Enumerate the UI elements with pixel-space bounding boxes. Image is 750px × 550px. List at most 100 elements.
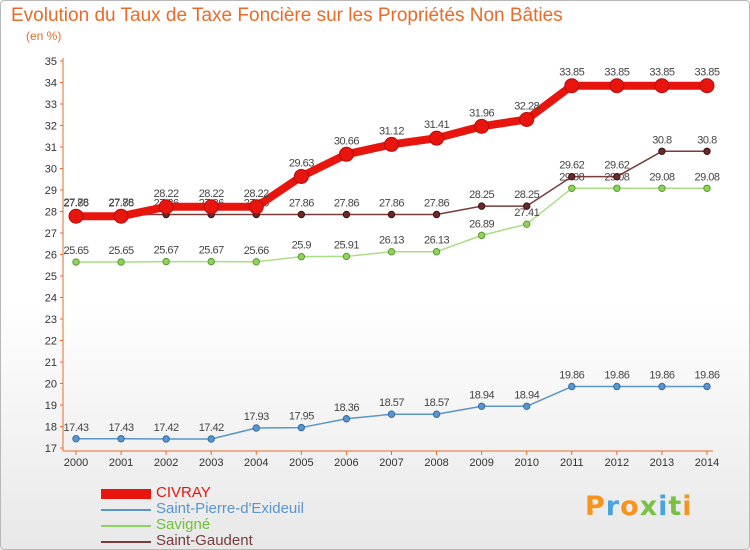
data-label: 27.78 bbox=[109, 197, 134, 209]
data-label: 18.57 bbox=[424, 397, 449, 409]
data-label: 17.42 bbox=[154, 422, 179, 434]
data-point bbox=[252, 424, 260, 432]
x-tick-label: 2010 bbox=[514, 457, 538, 469]
y-tick-label: 18 bbox=[45, 422, 57, 434]
y-tick-label: 17 bbox=[45, 443, 57, 455]
data-label: 27.86 bbox=[289, 198, 314, 210]
y-tick-label: 27 bbox=[45, 228, 57, 240]
data-label: 25.65 bbox=[63, 245, 88, 257]
data-label: 28.25 bbox=[469, 189, 494, 201]
data-point bbox=[568, 172, 576, 181]
data-label: 27.86 bbox=[379, 198, 404, 210]
data-point bbox=[293, 168, 309, 184]
data-point bbox=[252, 258, 260, 266]
data-point bbox=[387, 410, 396, 418]
x-tick-label: 2006 bbox=[334, 457, 358, 469]
data-point bbox=[477, 231, 486, 240]
legend-swatch bbox=[101, 525, 151, 527]
x-tick-label: 2000 bbox=[64, 457, 88, 469]
data-point bbox=[699, 78, 715, 94]
data-point bbox=[658, 382, 666, 391]
y-tick-label: 21 bbox=[45, 357, 57, 369]
y-tick-label: 34 bbox=[45, 78, 57, 90]
data-label: 31.41 bbox=[424, 119, 449, 131]
data-label: 30.8 bbox=[697, 134, 717, 146]
series-saint-pierre-d-exideuil: 17.43 17.43 17.42 17.42 17.93 17.95 18.36 18.57… bbox=[63, 370, 720, 443]
data-point bbox=[297, 252, 306, 261]
data-label: 17.95 bbox=[289, 411, 314, 423]
y-tick-label: 28 bbox=[45, 207, 57, 219]
x-tick-label: 2002 bbox=[154, 457, 178, 469]
data-label: 25.67 bbox=[154, 245, 179, 257]
data-label: 17.43 bbox=[109, 422, 134, 434]
y-tick-label: 32 bbox=[45, 121, 57, 133]
legend-label: Saint-Pierre-d'Exideuil bbox=[156, 500, 304, 517]
data-label: 27.86 bbox=[109, 198, 134, 210]
data-label: 29.08 bbox=[694, 171, 719, 183]
x-tick-label: 2013 bbox=[650, 457, 674, 469]
data-point bbox=[523, 402, 531, 410]
data-point bbox=[474, 118, 490, 134]
data-label: 32.28 bbox=[514, 100, 539, 112]
data-point bbox=[703, 382, 711, 391]
y-tick-label: 24 bbox=[45, 293, 57, 305]
data-point bbox=[68, 208, 84, 224]
data-label: 31.12 bbox=[379, 125, 404, 137]
data-point bbox=[72, 435, 80, 443]
x-tick-label: 2004 bbox=[244, 457, 268, 469]
y-tick-label: 26 bbox=[45, 250, 57, 262]
logo-letter: i bbox=[658, 491, 669, 522]
data-label: 29.62 bbox=[559, 160, 584, 172]
data-label: 18.57 bbox=[379, 397, 404, 409]
logo-letter: r bbox=[605, 491, 621, 522]
logo-letter: P bbox=[585, 491, 606, 522]
y-tick-label: 22 bbox=[45, 336, 57, 348]
data-label: 25.9 bbox=[292, 240, 312, 252]
data-label: 29.62 bbox=[604, 160, 629, 172]
data-point bbox=[158, 199, 174, 215]
data-point bbox=[342, 415, 351, 423]
data-label: 25.91 bbox=[334, 239, 359, 251]
data-label: 28.22 bbox=[154, 188, 179, 200]
legend-swatch bbox=[101, 509, 151, 511]
data-label: 17.93 bbox=[244, 411, 269, 423]
y-tick-label: 25 bbox=[45, 271, 57, 283]
series-savign-: 25.65 25.65 25.67 25.67 25.66 25.9 25.91 26.13 2… bbox=[63, 171, 720, 266]
y-tick-label: 29 bbox=[45, 185, 57, 197]
data-label: 27.41 bbox=[514, 207, 539, 219]
x-tick-label: 2012 bbox=[605, 457, 629, 469]
y-tick-label: 33 bbox=[45, 99, 57, 111]
y-tick-label: 35 bbox=[45, 56, 57, 68]
data-label: 17.43 bbox=[63, 422, 88, 434]
logo-letter: i bbox=[682, 491, 693, 522]
data-point bbox=[384, 136, 399, 152]
data-point bbox=[72, 258, 80, 266]
data-label: 19.86 bbox=[604, 370, 629, 382]
data-label: 28.22 bbox=[199, 188, 224, 200]
data-point bbox=[117, 258, 125, 266]
x-tick-label: 2009 bbox=[469, 457, 493, 469]
y-tick-label: 19 bbox=[45, 400, 57, 412]
data-point bbox=[564, 78, 580, 94]
data-point bbox=[477, 202, 486, 210]
legend-swatch bbox=[101, 541, 151, 543]
data-label: 33.85 bbox=[649, 67, 674, 79]
data-point bbox=[207, 435, 215, 443]
data-point bbox=[297, 423, 306, 432]
data-label: 18.94 bbox=[469, 389, 494, 401]
y-tick-label: 30 bbox=[45, 164, 57, 176]
data-point bbox=[248, 199, 264, 215]
data-label: 25.66 bbox=[244, 245, 269, 257]
data-label: 33.85 bbox=[694, 67, 719, 79]
data-point bbox=[703, 184, 711, 192]
x-tick-label: 2005 bbox=[289, 457, 313, 469]
data-point bbox=[613, 172, 621, 181]
data-point bbox=[207, 257, 215, 266]
data-label: 19.86 bbox=[559, 370, 584, 382]
x-tick-label: 2011 bbox=[560, 457, 584, 469]
data-point bbox=[432, 210, 441, 219]
data-point bbox=[297, 210, 306, 219]
data-label: 30.66 bbox=[334, 135, 359, 147]
logo-letter: x bbox=[639, 491, 659, 522]
data-label: 33.85 bbox=[604, 67, 629, 79]
